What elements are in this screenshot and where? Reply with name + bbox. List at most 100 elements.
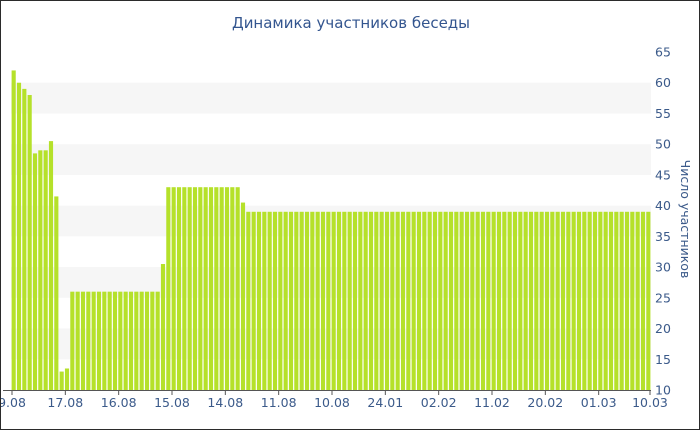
bar [427,211,432,390]
bar [539,211,544,390]
bar [390,211,395,390]
bar [640,211,646,390]
bar [267,211,272,390]
x-tick-label: 9.08 [1,395,26,410]
y-axis-label: Число участников [678,160,693,279]
bar [598,211,603,390]
x-tick-label: 14.08 [207,395,243,410]
bar [608,211,614,390]
bar [192,187,198,390]
bar [278,211,283,390]
bar [347,211,352,390]
y-tick-label: 20 [655,321,671,336]
bar [304,211,310,390]
bar [86,291,91,390]
bar [70,291,75,390]
grid-band [11,144,651,175]
bar [507,211,512,390]
bar [32,153,38,390]
bar [411,211,416,390]
bar [619,211,624,390]
y-tick-label: 40 [655,198,671,213]
y-tick-label: 60 [655,75,671,90]
bar [166,187,171,390]
x-tick-label: 15.08 [154,395,190,410]
bar [400,211,406,390]
bar [160,264,166,390]
bar [320,211,326,390]
bar [182,187,187,390]
bar [432,211,438,390]
bar [438,211,443,390]
bar [107,291,112,390]
bar [448,211,454,390]
bar [331,211,336,390]
y-tick-label: 30 [655,260,671,275]
y-tick-label: 45 [655,167,671,182]
bar [576,211,582,390]
bar [518,211,523,390]
bar [54,196,59,390]
bar [635,211,640,390]
bar [454,211,459,390]
x-tick-label: 10.03 [632,395,668,410]
bar [230,187,235,390]
y-axis-ticks: 10 15 20 25 30 35 40 45 50 55 60 65 [655,45,671,398]
bar [384,211,390,390]
bar [486,211,491,390]
bar [294,211,299,390]
bar [283,211,288,390]
bar [603,211,608,390]
bar [582,211,587,390]
x-axis-ticks: 9.08 17.08 16.08 15.08 14.08 11.08 10.08 24.01 0… [1,390,668,410]
y-tick-label: 35 [655,229,671,244]
bar [112,291,118,390]
bar [614,211,619,390]
bar [646,211,651,390]
x-tick-label: 11.02 [474,395,510,410]
bar [134,291,139,390]
bar [459,211,464,390]
bar [251,211,256,390]
bar [150,291,155,390]
x-tick-label: 01.03 [581,395,617,410]
bar [566,211,571,390]
bar [368,211,374,390]
bar [416,211,422,390]
x-tick-label: 10.08 [314,395,350,410]
bar [128,291,134,390]
x-tick-label: 16.08 [101,395,137,410]
bar [624,211,630,390]
bar [550,211,555,390]
x-tick-label: 11.08 [261,395,297,410]
y-tick-label: 10 [655,383,671,398]
bar [379,211,384,390]
bar [491,211,496,390]
bar [464,211,470,390]
bar [523,211,528,390]
bar [560,211,566,390]
bar [272,211,278,390]
bar [48,141,54,390]
bar [155,291,160,390]
bar [38,150,43,390]
bar [587,211,592,390]
bar [256,211,262,390]
bar [555,211,560,390]
bar [59,371,64,390]
bar [342,211,347,390]
bar [144,291,150,390]
grid-band [11,205,651,237]
bar [630,211,635,390]
bar [480,211,486,390]
x-tick-label: 24.01 [367,395,403,410]
bar [43,150,48,390]
bar [443,211,448,390]
bar [219,187,224,390]
background-bands [11,82,651,360]
bars [11,70,651,391]
x-tick-label: 02.02 [421,395,457,410]
bar [22,88,27,390]
grid-band [11,82,651,114]
bar [475,211,480,390]
